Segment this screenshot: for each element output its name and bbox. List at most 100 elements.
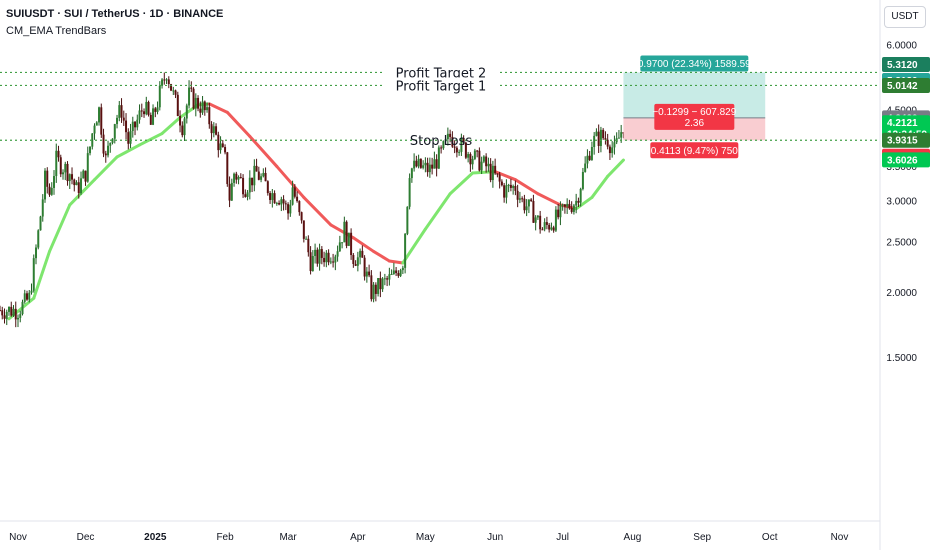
time-axis[interactable]: Nov Dec 2025 Feb Mar Apr May Jun Jul Aug Sep Oct Nov <box>9 532 848 543</box>
candle <box>242 174 245 198</box>
candle <box>505 179 508 204</box>
candle <box>401 265 404 274</box>
candle <box>575 193 578 214</box>
candle <box>5 309 8 326</box>
ema-segment <box>138 132 164 147</box>
candle <box>408 173 411 210</box>
ema-segment <box>115 143 142 159</box>
candle <box>179 110 182 133</box>
candle <box>604 131 607 145</box>
candle <box>113 123 116 144</box>
candle <box>145 96 148 116</box>
candle <box>424 157 427 173</box>
candle <box>127 128 130 150</box>
ema-segment <box>302 195 333 227</box>
ema-segment <box>7 296 36 321</box>
candle <box>14 301 17 328</box>
candle <box>368 264 371 278</box>
symbol-title[interactable]: SUIUSDT · SUI / TetherUS · 1D · BINANCE <box>6 8 224 20</box>
candle <box>602 128 605 140</box>
candle <box>80 171 83 195</box>
candle <box>467 151 470 163</box>
candle <box>75 180 78 186</box>
candle <box>323 251 326 267</box>
candle <box>386 275 389 287</box>
candle <box>363 255 366 281</box>
candle <box>314 243 317 264</box>
candle <box>588 150 591 162</box>
ema-segment <box>513 178 540 196</box>
candle <box>107 140 110 158</box>
candle <box>208 102 211 129</box>
candle <box>354 260 357 267</box>
currency-button[interactable]: USDT <box>884 6 926 28</box>
candle <box>523 194 526 214</box>
candle <box>410 167 413 183</box>
candle <box>260 173 263 183</box>
candle <box>383 273 386 286</box>
ema-segment <box>372 249 391 263</box>
candle <box>487 157 490 172</box>
candle <box>464 141 467 160</box>
candle <box>57 145 60 162</box>
price-tag: 5.0142 <box>882 77 930 93</box>
candle <box>194 93 197 117</box>
candle <box>233 172 236 187</box>
long-position-tool[interactable]: 0.9700 (22.34%) 1589.59 0.4113 (9.47%) 75… <box>623 55 766 159</box>
target-stats-box: 0.9700 (22.34%) 1589.59 <box>638 55 751 72</box>
candle <box>152 104 155 126</box>
candle <box>320 246 323 265</box>
candle <box>167 76 170 89</box>
candle <box>275 201 278 206</box>
candle <box>440 145 443 154</box>
ema-segment <box>275 164 306 199</box>
candle <box>134 121 137 136</box>
candle <box>341 242 344 249</box>
candle <box>138 104 141 124</box>
candle <box>210 121 213 140</box>
candle <box>219 136 222 154</box>
candle <box>599 126 602 153</box>
candle <box>190 81 193 93</box>
candle <box>221 139 224 148</box>
ema-segment <box>207 102 229 114</box>
candle <box>590 141 593 161</box>
candle <box>1 306 4 320</box>
candle <box>280 196 283 212</box>
candle <box>86 146 89 183</box>
candle <box>122 110 125 126</box>
candle <box>192 87 195 110</box>
indicator-label[interactable]: CM_EMA TrendBars <box>6 25 107 37</box>
candle <box>266 180 269 196</box>
candle <box>235 171 238 184</box>
candle <box>413 153 416 172</box>
svg-text:4.2121: 4.2121 <box>887 118 918 129</box>
candle <box>50 182 53 196</box>
time-tick-label: Apr <box>350 532 366 543</box>
candle <box>433 151 436 169</box>
candles <box>0 72 625 328</box>
candle <box>302 220 305 243</box>
candle <box>287 202 290 220</box>
candle <box>419 158 422 169</box>
candle <box>458 149 461 156</box>
svg-text:Stop Loss: Stop Loss <box>410 134 472 149</box>
candle <box>428 157 431 178</box>
candle <box>136 114 139 131</box>
candle <box>381 277 384 292</box>
svg-text:0.4113 (9.47%) 750: 0.4113 (9.47%) 750 <box>651 146 739 157</box>
candle <box>404 233 407 274</box>
candle <box>44 168 47 203</box>
candle <box>102 128 105 158</box>
candle <box>239 173 242 179</box>
candle <box>498 171 501 189</box>
candle <box>365 267 368 283</box>
candle <box>109 142 112 153</box>
level-profit-target-1[interactable]: Profit Target 1 <box>0 77 880 94</box>
level-stop-loss[interactable]: Stop Loss <box>0 132 880 149</box>
candle <box>545 216 548 230</box>
candle <box>359 248 362 265</box>
candle <box>17 314 20 328</box>
